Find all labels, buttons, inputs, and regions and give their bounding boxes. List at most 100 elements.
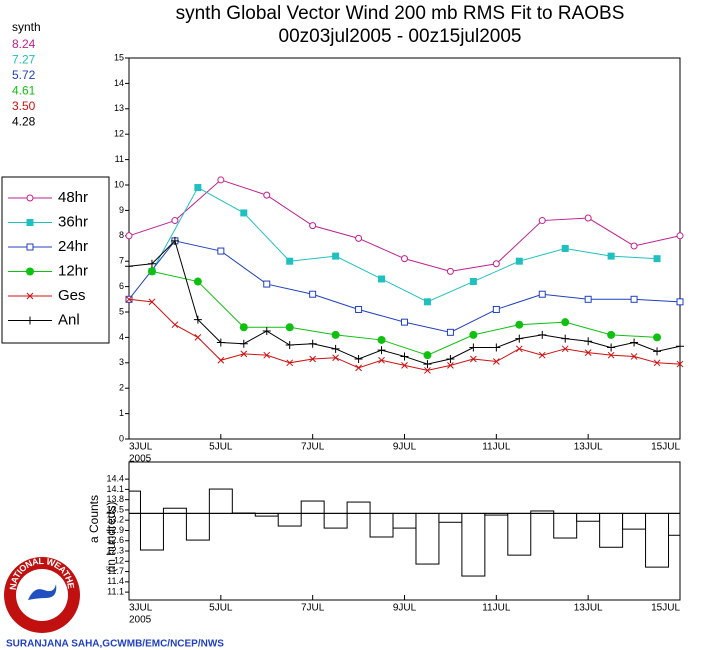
legend-box: [1, 176, 110, 344]
y-tick-label: 6: [119, 281, 124, 291]
x-tick-label: 7JUL: [301, 603, 325, 614]
marker: [216, 338, 225, 347]
y-axis-label: (in hundreds): [104, 502, 118, 573]
bar: [346, 501, 371, 514]
marker: [286, 359, 294, 367]
stats-value: 3.50: [12, 99, 36, 113]
x-year-label: 2005: [129, 615, 152, 626]
bar: [576, 512, 601, 522]
marker: [584, 214, 592, 222]
x-tick-label: 13JUL: [574, 442, 603, 453]
marker: [676, 360, 684, 368]
marker: [285, 341, 294, 350]
series-line: [151, 186, 658, 303]
marker: [423, 298, 431, 306]
series: [125, 236, 684, 369]
x-year-label: 2005: [129, 454, 152, 465]
stats-value: 7.27: [12, 53, 36, 67]
legend-marker: [26, 267, 34, 276]
marker: [378, 356, 385, 364]
x-tick-label: 7JUL: [301, 442, 325, 453]
x-tick-label: 11JUL: [482, 603, 511, 614]
marker: [446, 267, 454, 275]
marker: [263, 280, 271, 288]
marker: [653, 333, 662, 342]
marker: [469, 278, 477, 286]
marker: [263, 351, 271, 359]
marker: [584, 349, 592, 356]
marker: [469, 330, 478, 339]
marker: [630, 338, 639, 347]
marker: [217, 247, 225, 255]
marker: [607, 330, 616, 339]
bar: [162, 507, 187, 514]
bar: [300, 500, 325, 514]
bar: [277, 512, 302, 527]
marker: [492, 260, 500, 268]
marker: [240, 209, 248, 217]
y-tick-label: 12.9: [106, 525, 124, 535]
y-tick-label: 12.6: [106, 535, 124, 545]
marker: [584, 337, 593, 346]
stats-value: 5.72: [12, 68, 36, 82]
marker: [676, 298, 684, 306]
marker: [193, 277, 202, 286]
marker: [286, 257, 294, 265]
marker: [332, 252, 340, 260]
marker: [607, 343, 616, 352]
bar: [622, 512, 647, 530]
marker: [470, 355, 477, 363]
marker: [538, 351, 546, 359]
plot-frame: [128, 461, 681, 601]
series-line: [128, 240, 681, 333]
bar: [645, 512, 670, 568]
marker: [676, 342, 684, 351]
bar: [185, 512, 210, 541]
series: [125, 237, 684, 336]
marker: [653, 359, 661, 367]
x-tick-label: 3JUL: [129, 442, 153, 453]
x-tick-label: 11JUL: [482, 442, 511, 453]
marker: [125, 262, 133, 271]
marker: [125, 232, 133, 240]
marker: [630, 353, 638, 360]
marker: [309, 290, 317, 298]
y-tick-label: 13.5: [106, 504, 124, 514]
x-tick-label: 15JUL: [651, 603, 680, 614]
marker: [400, 352, 409, 361]
legend-marker: [26, 316, 34, 325]
marker: [239, 339, 248, 348]
x-tick-label: 3JUL: [129, 603, 153, 614]
marker: [217, 176, 225, 184]
marker: [538, 290, 546, 298]
marker: [147, 259, 156, 268]
marker: [423, 360, 432, 369]
marker: [308, 339, 317, 348]
stats-value: 4.28: [12, 115, 36, 129]
bar: [553, 512, 578, 539]
bar: [128, 490, 141, 514]
chart-title: synth Global Vector Wind 200 mb RMS Fit …: [176, 3, 625, 24]
legend-marker: [26, 243, 34, 251]
marker: [630, 295, 638, 303]
marker: [263, 191, 271, 199]
marker: [561, 245, 569, 252]
y-tick-label: 8: [119, 230, 124, 240]
marker: [217, 356, 225, 364]
bar: [415, 512, 440, 565]
marker: [355, 234, 363, 242]
y-tick-label: 12.3: [106, 545, 124, 555]
marker: [538, 330, 547, 339]
bar: [507, 512, 532, 556]
legend-marker: [26, 219, 34, 226]
y-tick-label: 12: [114, 129, 124, 139]
y-tick-label: 11: [115, 154, 124, 164]
y-tick-label: 11.7: [107, 566, 124, 576]
chart-subtitle: 00z03jul2005 - 00z15jul2005: [279, 26, 522, 47]
stats-value: 8.24: [12, 37, 36, 51]
marker: [492, 358, 500, 365]
marker: [446, 354, 455, 363]
stats-label: synth: [12, 20, 41, 34]
x-tick-label: 9JUL: [393, 442, 417, 453]
y-tick-label: 14.4: [106, 473, 124, 483]
